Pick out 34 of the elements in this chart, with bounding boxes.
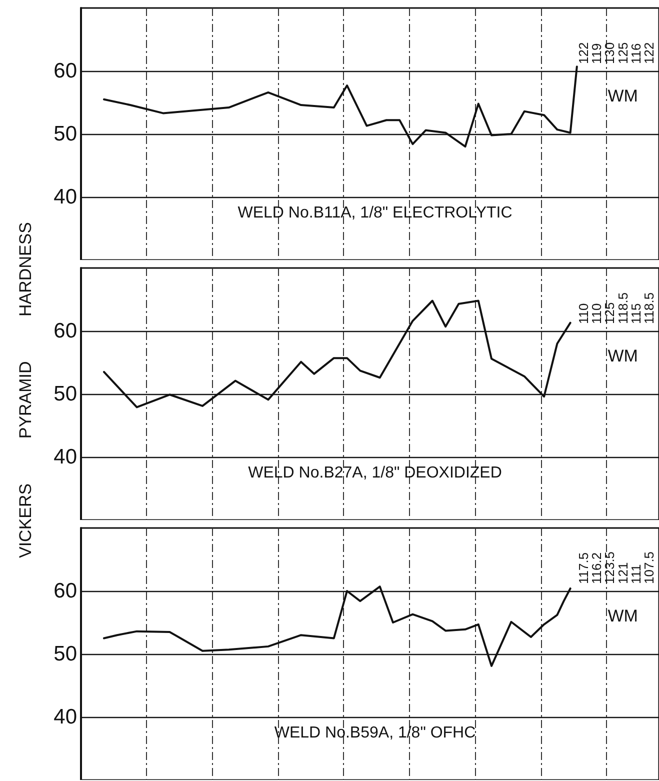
annotation: 117.5 xyxy=(576,552,591,584)
annotation: 111 xyxy=(628,564,644,584)
annotation: 121 xyxy=(615,562,630,584)
annotation: 122 xyxy=(576,42,591,64)
annotation: 110 xyxy=(589,303,604,324)
y-tick-label: 60 xyxy=(54,320,77,342)
y-axis-title: VICKERS PYRAMID HARDNESS xyxy=(16,222,36,558)
annotation: 116.2 xyxy=(589,552,604,584)
annotation: WM xyxy=(608,86,638,106)
y-tick-label: 50 xyxy=(54,382,77,406)
annotation: 110 xyxy=(576,303,591,324)
y-tick-label: 50 xyxy=(54,122,77,146)
annotation: 118.5 xyxy=(642,292,657,324)
annotation: 119 xyxy=(589,43,604,64)
y-tick-label: 60 xyxy=(54,60,77,82)
annotation: 116 xyxy=(628,43,644,64)
annotation: 123.5 xyxy=(602,551,618,584)
annotation: 130 xyxy=(602,42,618,64)
text: WELD No.B11A, 1/8" ELECTROLYTIC xyxy=(238,204,512,222)
annotation: WM xyxy=(608,606,638,626)
annotation: WM xyxy=(608,346,638,366)
annotation: 118.5 xyxy=(615,292,630,324)
y-tick-label: 40 xyxy=(54,446,77,468)
text: WELD No.B27A, 1/8" DEOXIDIZED xyxy=(248,464,502,482)
y-tick-label: 50 xyxy=(54,642,77,666)
annotation: 125 xyxy=(602,302,618,324)
annotation: 125 xyxy=(615,42,630,64)
annotation: 115 xyxy=(628,303,644,324)
text: WELD No.B59A, 1/8" OFHC xyxy=(274,724,476,742)
annotation: 107.5 xyxy=(642,551,657,584)
y-tick-label: 40 xyxy=(54,186,77,208)
annotation: 122 xyxy=(642,42,657,64)
y-tick-label: 60 xyxy=(54,580,77,602)
y-tick-label: 40 xyxy=(54,706,77,728)
